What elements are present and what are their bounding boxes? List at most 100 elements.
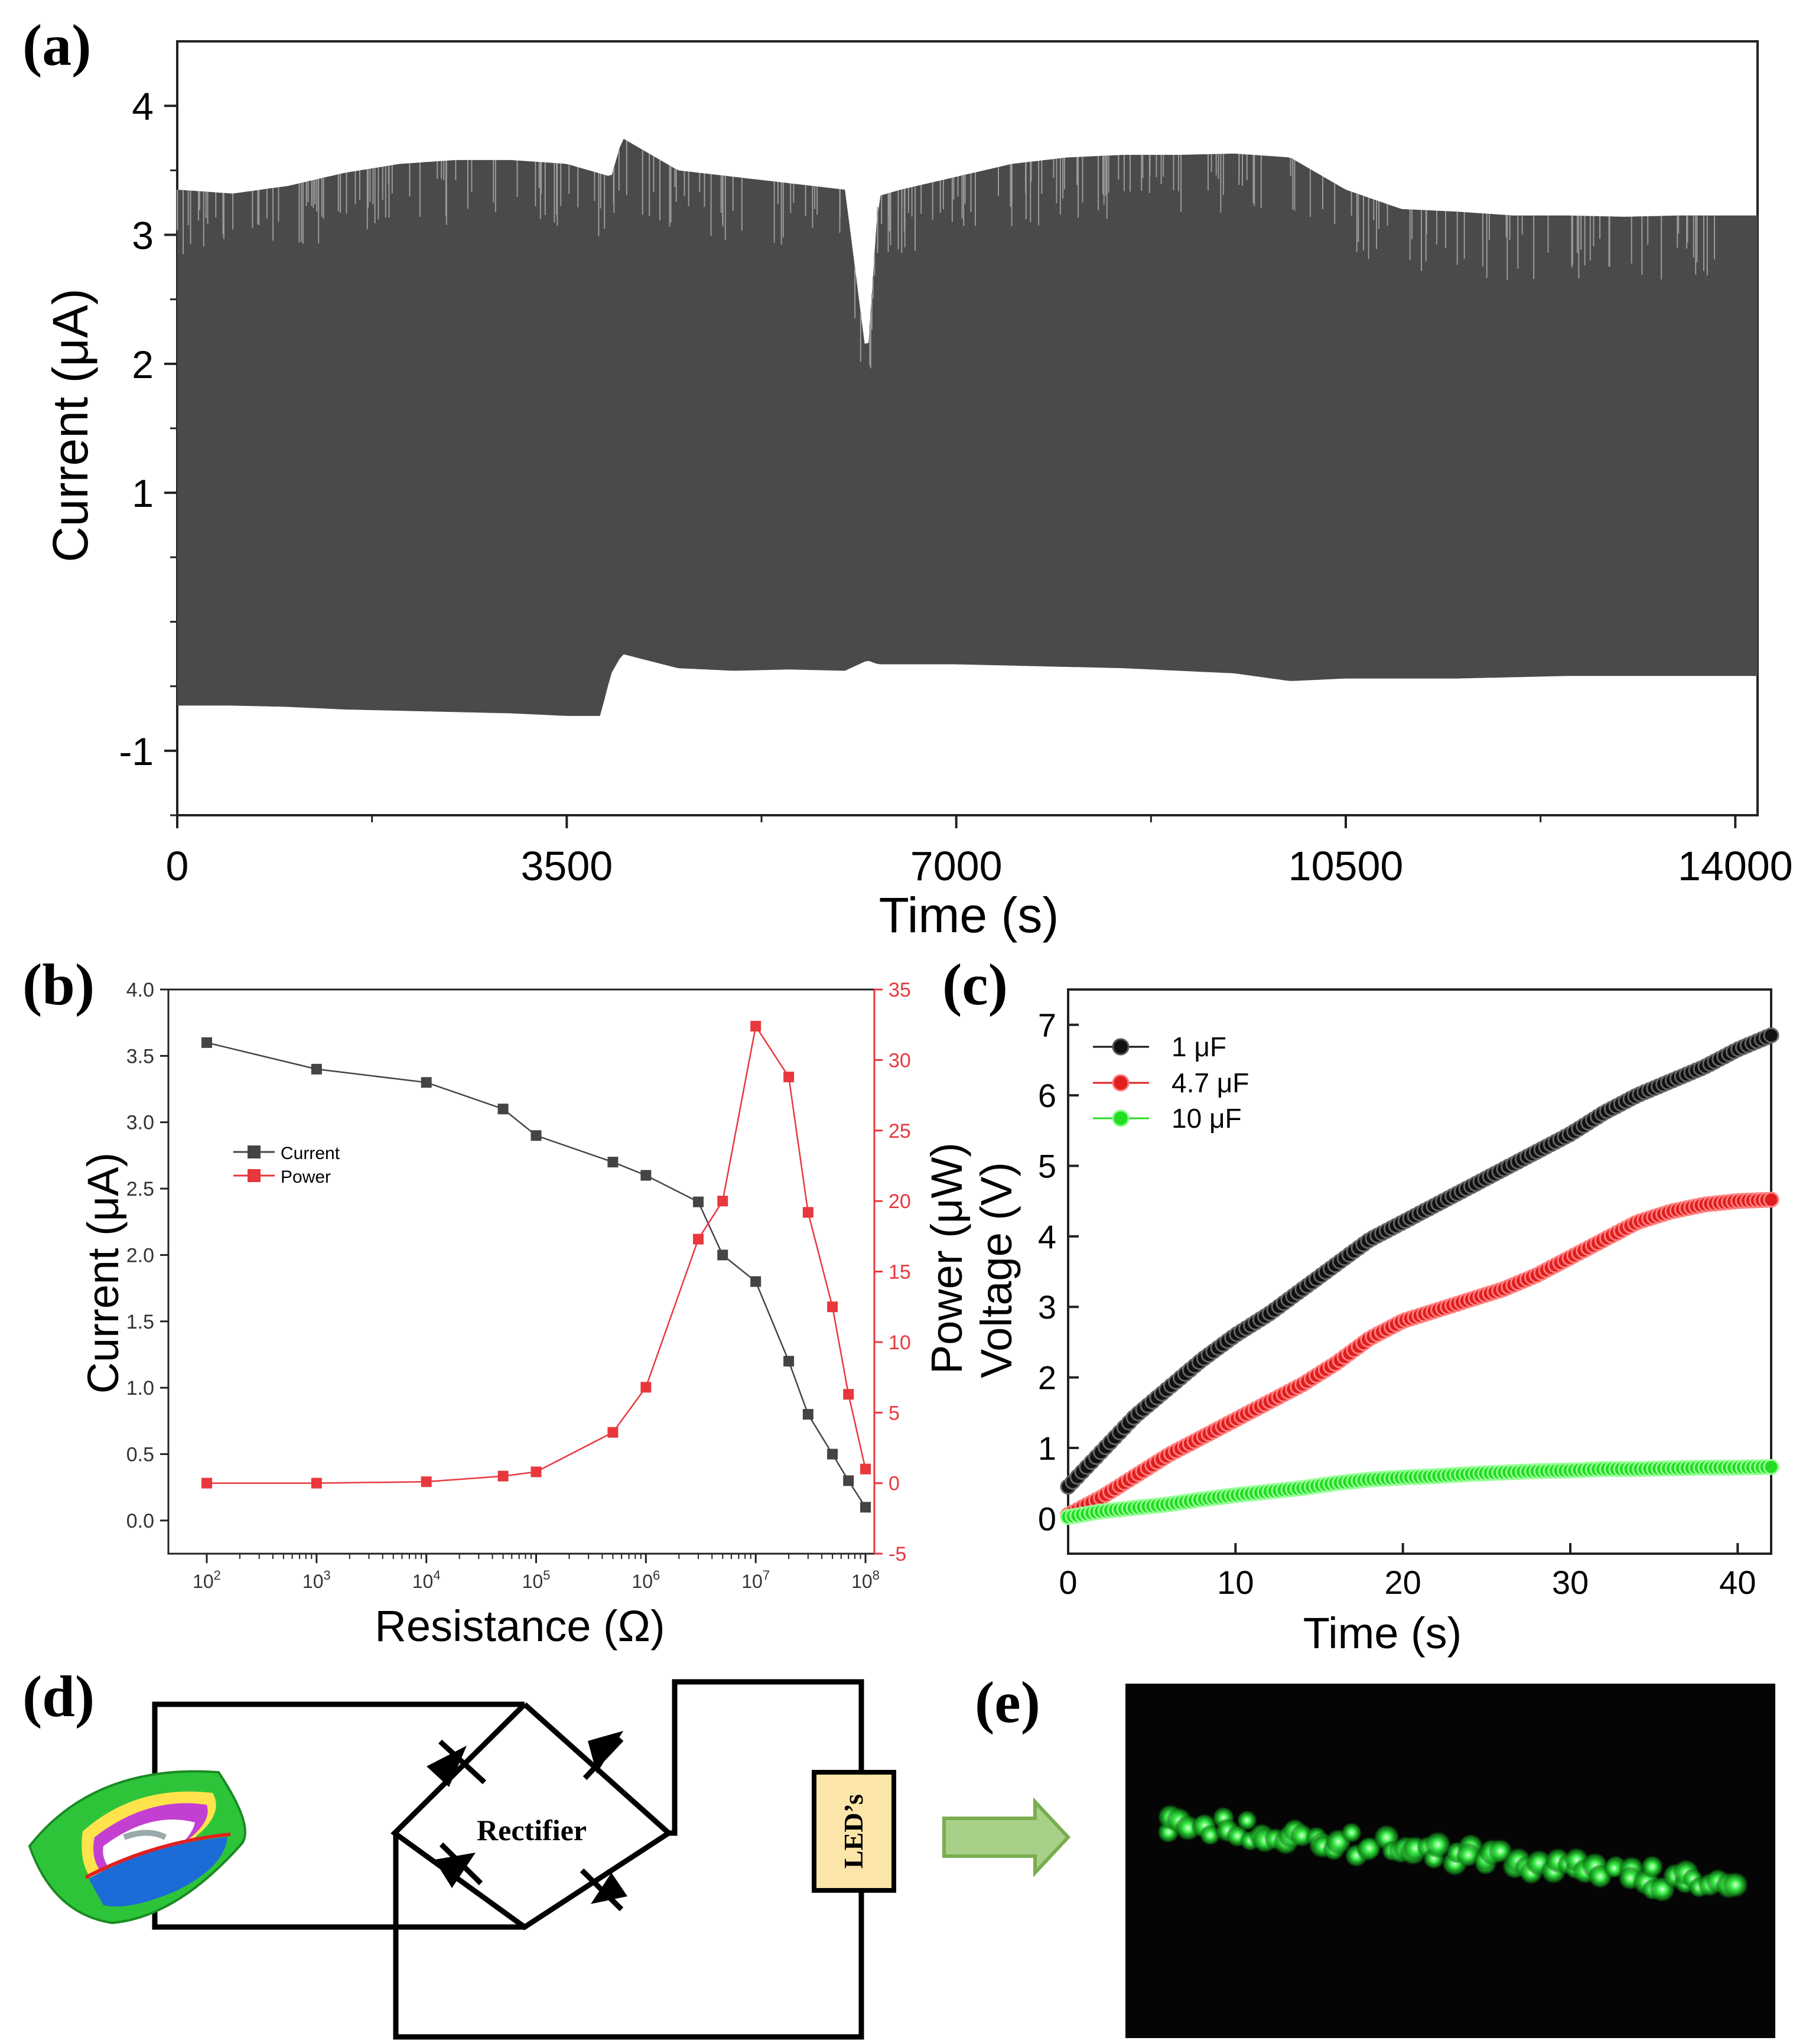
chart-c-ticks: 0 10 20 30 40 0 1 2 3 4 5 6 7 bbox=[1038, 1007, 1756, 1601]
chart-b-point-current bbox=[827, 1449, 838, 1460]
chart-b-point-current bbox=[750, 1276, 762, 1287]
wire-output-top bbox=[669, 1679, 864, 1836]
chart-b-xtick-label: 102 bbox=[193, 1568, 221, 1592]
chart-c-xtick-label: 40 bbox=[1719, 1564, 1756, 1601]
led-dot bbox=[1341, 1822, 1362, 1843]
chart-b-xtick-label: 107 bbox=[741, 1568, 770, 1592]
chart-b-xtick-label: 105 bbox=[522, 1568, 551, 1592]
chart-c-xtick-label: 30 bbox=[1552, 1564, 1589, 1601]
rectifier-label: Rectifier bbox=[477, 1814, 587, 1847]
chart-b-ylabel: Current (μA) bbox=[79, 1153, 128, 1394]
chart-b-point-current bbox=[783, 1356, 795, 1367]
chart-b-point-power bbox=[640, 1382, 652, 1393]
chart-b-y2tick-label: 30 bbox=[889, 1049, 911, 1072]
chart-b-point-current bbox=[201, 1037, 212, 1048]
chart-b-legend: Current Power bbox=[233, 1144, 340, 1187]
chart-a-xtick-label: 7000 bbox=[910, 843, 1003, 889]
chart-a-ticks: 0 3500 7000 10500 14000 -1 1 2 3 4 bbox=[119, 84, 1792, 889]
chart-b-point-current bbox=[802, 1409, 813, 1420]
chart-b-point-current bbox=[421, 1077, 432, 1088]
legend-current-label: Current bbox=[281, 1144, 340, 1163]
legend-current-marker bbox=[248, 1145, 261, 1158]
chart-b-y2tick-label: 10 bbox=[889, 1332, 911, 1354]
led-label: LED’s bbox=[838, 1794, 868, 1869]
chart-b-ytick-label: 3.5 bbox=[126, 1045, 154, 1067]
chart-b-xtick-label: 108 bbox=[851, 1568, 880, 1592]
chart-b-y2tick-label: 20 bbox=[889, 1190, 911, 1213]
chart-c-xlabel: Time (s) bbox=[1303, 1609, 1462, 1658]
chart-b-ytick-label: 3.0 bbox=[126, 1112, 154, 1134]
chart-c-series bbox=[1060, 1027, 1779, 1525]
led-dot bbox=[1236, 1810, 1258, 1831]
chart-c-xtick-label: 10 bbox=[1217, 1564, 1254, 1601]
legend-power-marker bbox=[248, 1169, 261, 1182]
chart-a-xtick-label: 0 bbox=[166, 843, 189, 889]
chart-b-ticks: 0.0 0.5 1.0 1.5 2.0 2.5 3.0 3.5 4.0 -5 0 5 10 15 20 25 3… bbox=[126, 979, 911, 1592]
chart-b-point-power bbox=[750, 1021, 762, 1032]
chart-b-ytick-label: 0.0 bbox=[126, 1510, 154, 1532]
chart-b-line-current bbox=[206, 1041, 867, 1508]
chart-b-point-power bbox=[311, 1477, 322, 1489]
chart-c-ytick-label: 4 bbox=[1038, 1218, 1056, 1255]
chart-c-xtick-label: 0 bbox=[1059, 1564, 1077, 1601]
chart-c-ytick-label: 6 bbox=[1038, 1077, 1056, 1114]
led-dot bbox=[1641, 1855, 1664, 1879]
circuit-diagram: LED’s Rectifier bbox=[152, 1679, 896, 2040]
chart-b: 0.0 0.5 1.0 1.5 2.0 2.5 3.0 3.5 4.0 -5 0 5 10 15 20 25 3… bbox=[79, 979, 971, 1651]
chart-b-point-current bbox=[843, 1475, 854, 1486]
chart-c-xtick-label: 20 bbox=[1385, 1564, 1421, 1601]
chart-b-series bbox=[201, 1021, 871, 1513]
chart-c-frame bbox=[1067, 988, 1772, 1555]
chart-a-ytick-label: -1 bbox=[119, 730, 154, 773]
chart-b-point-power bbox=[860, 1463, 871, 1475]
legend-4_7uF-marker bbox=[1112, 1074, 1130, 1092]
diode-1 bbox=[427, 1739, 487, 1787]
chart-b-point-current bbox=[607, 1157, 619, 1168]
arrow-icon bbox=[942, 1797, 1071, 1877]
chart-b-point-power bbox=[607, 1427, 619, 1438]
chart-a-xlabel: Time (s) bbox=[879, 887, 1059, 943]
chart-b-ytick-label: 1.0 bbox=[126, 1377, 154, 1399]
chart-c-series-2 bbox=[1060, 1459, 1779, 1525]
chart-a-ytick-label: 1 bbox=[132, 471, 154, 515]
chart-c-legend: 1 μF 4.7 μF 10 μF bbox=[1093, 1031, 1249, 1134]
led-dot bbox=[1424, 1831, 1452, 1859]
chart-c-series-0 bbox=[1060, 1027, 1779, 1495]
chart-c: 0 10 20 30 40 0 1 2 3 4 5 6 7 Time (s) Voltage (V) 1… bbox=[972, 988, 1779, 1658]
chart-b-y2tick-label: 15 bbox=[889, 1261, 911, 1284]
chart-b-y2label: Power (μW) bbox=[922, 1143, 971, 1374]
chart-b-xtick-label: 104 bbox=[412, 1568, 441, 1592]
chart-b-point-current bbox=[692, 1196, 704, 1207]
chart-b-y2tick-label: 5 bbox=[889, 1402, 900, 1424]
chart-b-point-power bbox=[201, 1477, 212, 1489]
panel-label-b: (b) bbox=[22, 952, 95, 1017]
chart-b-point-current bbox=[531, 1130, 542, 1141]
chart-b-ytick-label: 0.5 bbox=[126, 1443, 154, 1466]
chart-b-point-power bbox=[843, 1389, 854, 1400]
chart-a-spikes bbox=[177, 141, 1716, 369]
chart-b-line-power bbox=[207, 1024, 867, 1484]
legend-1uF-label: 1 μF bbox=[1172, 1031, 1226, 1062]
chart-b-xtick-label: 106 bbox=[632, 1568, 660, 1592]
chart-b-point-power bbox=[717, 1196, 728, 1207]
chart-b-point-power bbox=[802, 1207, 813, 1218]
chart-b-y2tick-label: 35 bbox=[889, 979, 911, 1001]
chart-c-ytick-label: 2 bbox=[1038, 1359, 1056, 1397]
chart-c-ytick-label: 5 bbox=[1038, 1147, 1056, 1184]
chart-a-ytick-label: 3 bbox=[132, 214, 154, 258]
chart-b-y2tick-label: -5 bbox=[889, 1543, 906, 1565]
chart-b-point-power bbox=[531, 1466, 542, 1477]
chart-b-frame bbox=[167, 988, 876, 1555]
chart-c-ylabel: Voltage (V) bbox=[972, 1162, 1021, 1378]
chart-b-point-power bbox=[421, 1476, 432, 1488]
chart-a-ytick-label: 4 bbox=[132, 84, 154, 128]
chart-c-point bbox=[1763, 1459, 1779, 1475]
legend-4_7uF-label: 4.7 μF bbox=[1172, 1067, 1249, 1098]
panel-label-e: (e) bbox=[975, 1669, 1040, 1735]
chart-a-xtick-label: 3500 bbox=[520, 843, 613, 889]
chart-c-series-1 bbox=[1060, 1192, 1779, 1523]
chart-b-y2tick-label: 25 bbox=[889, 1120, 911, 1143]
diode-3 bbox=[434, 1842, 483, 1888]
chart-c-point bbox=[1763, 1027, 1779, 1044]
